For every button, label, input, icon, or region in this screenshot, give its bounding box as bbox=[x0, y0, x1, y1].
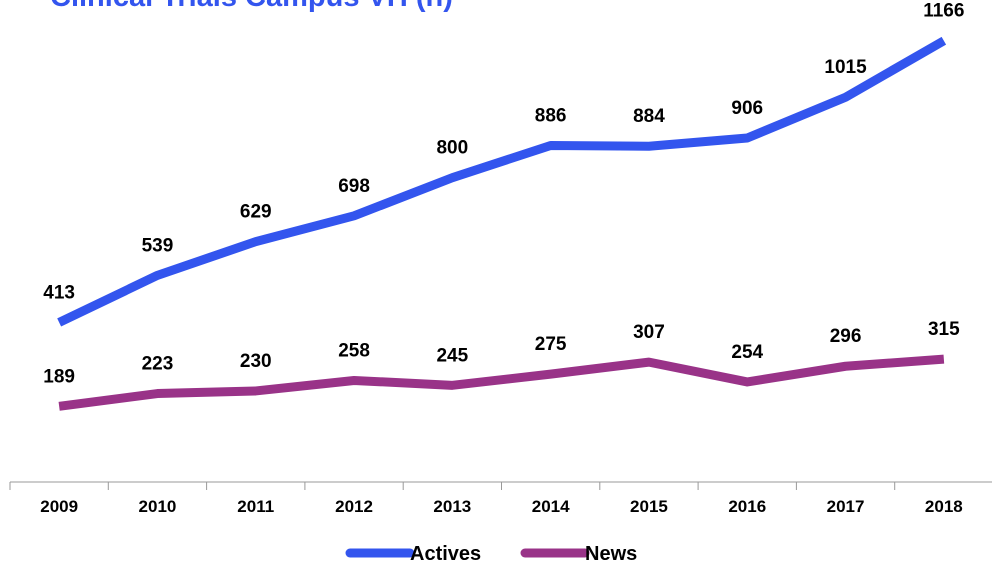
line-series bbox=[57, 36, 947, 327]
data-label: 189 bbox=[43, 366, 75, 387]
data-label: 223 bbox=[142, 354, 174, 375]
data-label: 698 bbox=[338, 176, 370, 197]
x-tick-label: 2012 bbox=[335, 497, 373, 516]
data-label: 1166 bbox=[923, 1, 964, 22]
data-label: 539 bbox=[142, 235, 174, 256]
line-series bbox=[58, 354, 945, 411]
data-label: 906 bbox=[731, 98, 763, 119]
data-label: 258 bbox=[338, 340, 370, 361]
chart-title: Clinical Trials Campus VH (n) bbox=[50, 0, 453, 13]
x-tick-label: 2013 bbox=[433, 497, 471, 516]
data-label: 245 bbox=[436, 345, 468, 366]
x-tick-label: 2009 bbox=[40, 497, 78, 516]
data-label: 800 bbox=[436, 138, 468, 159]
data-label: 307 bbox=[633, 322, 665, 343]
legend-label: News bbox=[585, 543, 637, 565]
x-tick-label: 2015 bbox=[630, 497, 668, 516]
x-tick-label: 2011 bbox=[237, 497, 274, 516]
x-tick-label: 2014 bbox=[532, 497, 570, 516]
data-label: 315 bbox=[928, 319, 960, 340]
data-label: 884 bbox=[633, 106, 665, 127]
x-tick-label: 2018 bbox=[925, 497, 963, 516]
data-label: 413 bbox=[43, 282, 75, 303]
data-label: 296 bbox=[830, 326, 862, 347]
data-label: 886 bbox=[535, 105, 567, 126]
data-label: 1015 bbox=[824, 57, 867, 78]
x-tick-label: 2016 bbox=[728, 497, 766, 516]
legend-label: Actives bbox=[410, 543, 481, 565]
data-label: 230 bbox=[240, 351, 272, 372]
data-label: 629 bbox=[240, 202, 272, 223]
x-tick-label: 2017 bbox=[827, 497, 865, 516]
x-tick-label: 2010 bbox=[139, 497, 177, 516]
data-label: 275 bbox=[535, 334, 567, 355]
data-label: 254 bbox=[731, 342, 763, 363]
